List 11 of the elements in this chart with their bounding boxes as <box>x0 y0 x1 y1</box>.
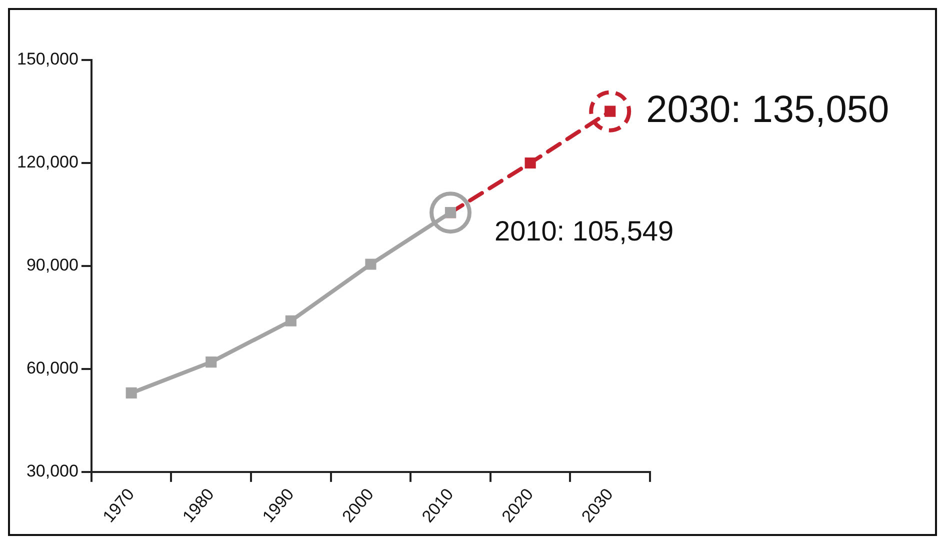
point <box>365 258 376 270</box>
point <box>126 387 137 398</box>
y-tick-label: 60,000 <box>26 358 78 378</box>
annotation: 2010: 105,549 <box>494 215 674 246</box>
point <box>285 315 296 326</box>
annotation: 2030: 135,050 <box>646 88 890 131</box>
y-tick-label: 150,000 <box>17 50 78 69</box>
point <box>206 356 217 368</box>
y-tick-label: 90,000 <box>26 256 78 275</box>
y-tick-label: 30,000 <box>26 462 78 481</box>
y-tick-label: 120,000 <box>17 152 78 172</box>
